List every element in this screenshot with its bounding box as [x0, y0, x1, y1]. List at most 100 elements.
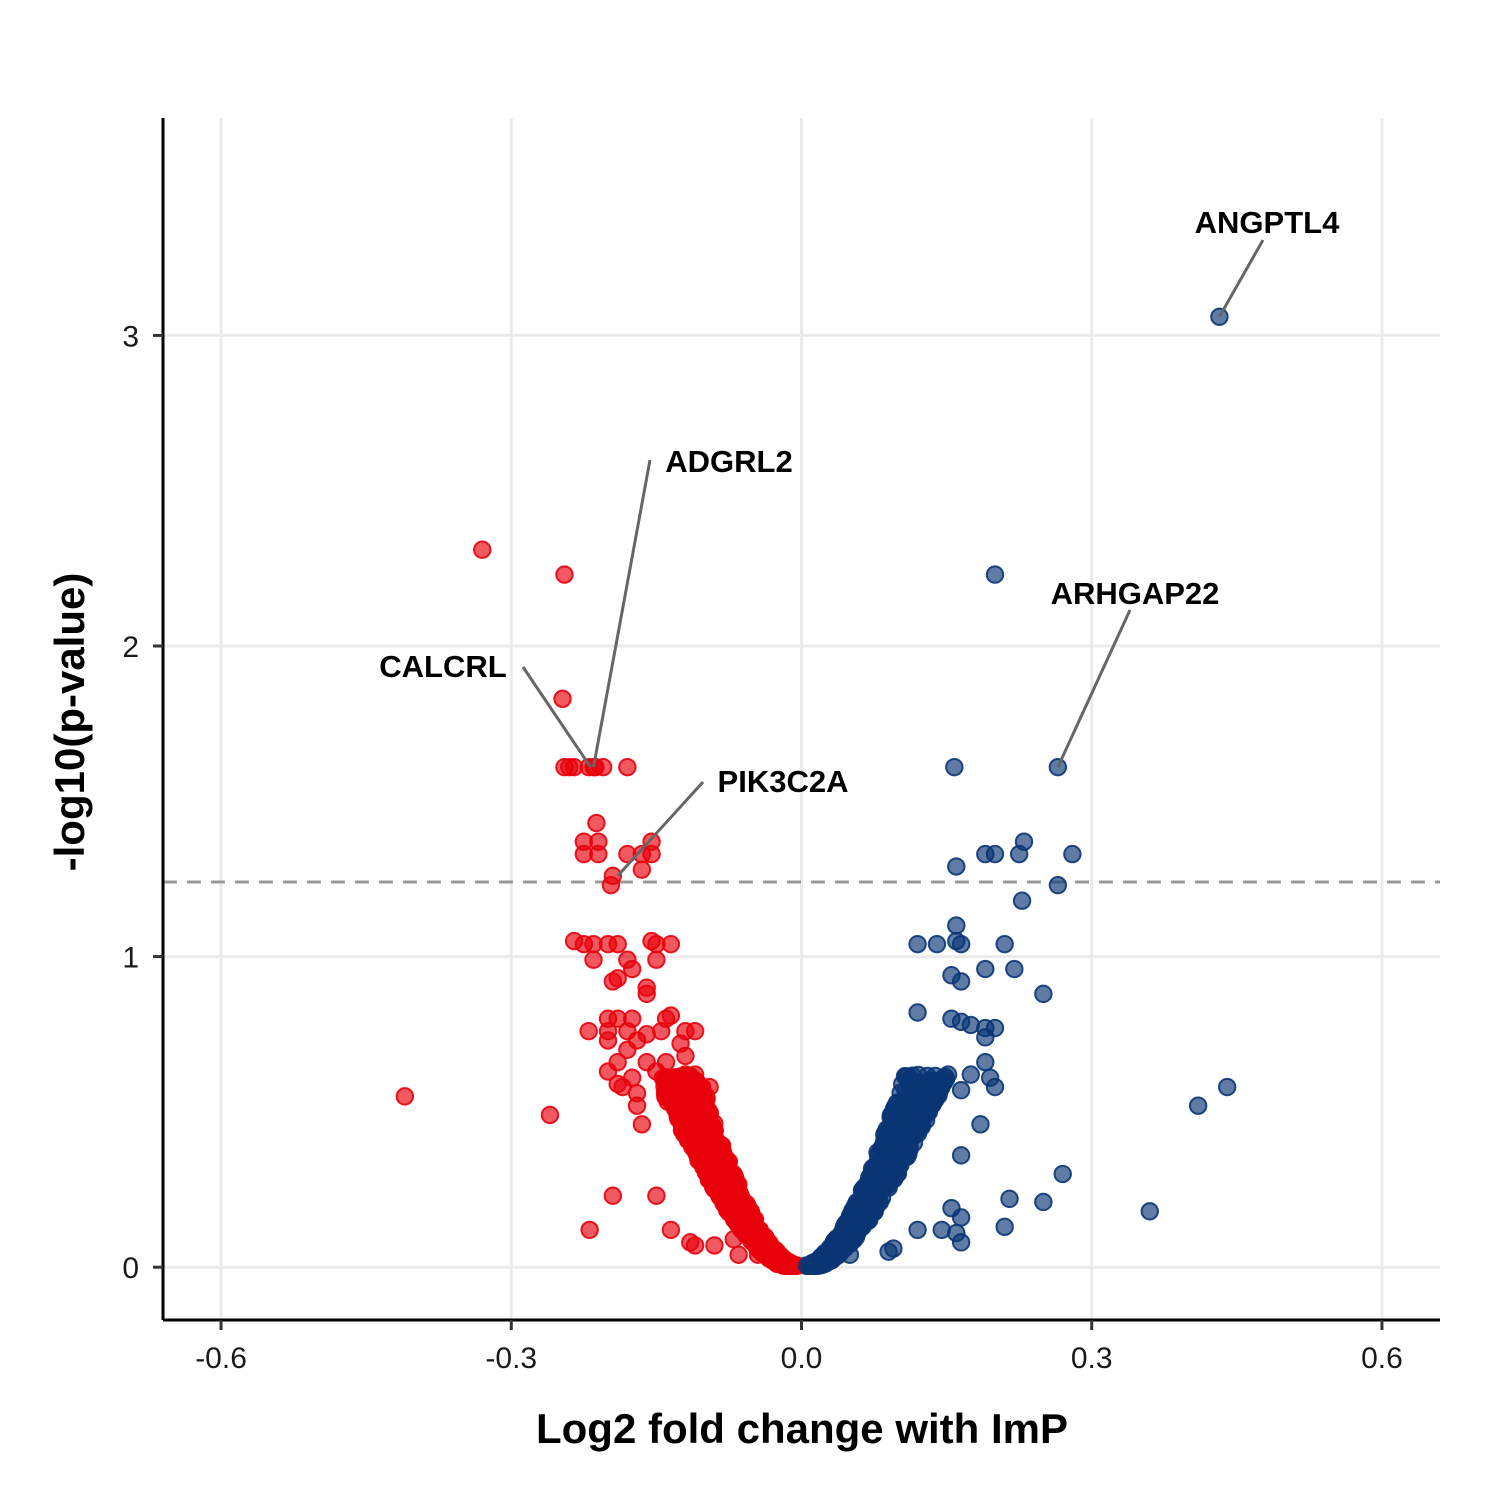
data-point	[951, 934, 971, 954]
data-point	[995, 1217, 1014, 1237]
data-point	[685, 1021, 705, 1041]
data-point	[603, 1186, 623, 1205]
data-point	[647, 1062, 666, 1081]
data-point	[908, 934, 927, 954]
data-point	[685, 1236, 705, 1255]
y-tick-label: 1	[122, 942, 139, 975]
data-point	[652, 1021, 671, 1041]
data-point	[661, 1220, 681, 1240]
data-point	[840, 1245, 860, 1264]
data-point	[608, 1074, 627, 1094]
x-tick-label: 0.3	[1071, 1342, 1113, 1375]
data-point	[976, 844, 995, 864]
data-point	[985, 1077, 1005, 1097]
data-point	[951, 1208, 971, 1227]
y-tick-label: 0	[122, 1252, 139, 1285]
data-point	[584, 950, 603, 969]
data-point	[947, 916, 966, 935]
grid-lines	[163, 118, 1440, 1320]
data-point	[579, 1021, 598, 1041]
data-point	[608, 934, 627, 954]
x-tick-label: -0.6	[195, 1342, 247, 1375]
data-point	[675, 1125, 694, 1144]
data-point	[647, 1186, 666, 1205]
data-point	[976, 1053, 995, 1072]
data-points	[395, 307, 1237, 1275]
data-point	[675, 1099, 694, 1118]
data-point	[685, 1065, 705, 1084]
data-point	[729, 1209, 749, 1228]
annotation-leader-line	[616, 780, 705, 877]
y-tick-label: 2	[122, 631, 139, 664]
data-point	[947, 857, 966, 876]
data-point	[700, 1077, 719, 1097]
x-axis-title: Log2 fold change with ImP	[536, 1405, 1068, 1452]
data-point	[884, 1239, 903, 1258]
data-point	[658, 1092, 677, 1111]
y-tick-label: 3	[122, 320, 139, 353]
data-point	[961, 1065, 980, 1084]
x-tick-label: -0.3	[485, 1342, 537, 1375]
data-point	[908, 1003, 927, 1022]
data-point	[473, 540, 492, 559]
data-point	[895, 1117, 915, 1136]
data-point	[748, 1245, 768, 1264]
x-tick-label: 0.6	[1361, 1342, 1403, 1375]
data-point	[951, 1146, 971, 1165]
data-point	[632, 860, 652, 879]
data-point	[951, 1080, 971, 1100]
data-point	[778, 1252, 798, 1271]
data-point	[676, 1046, 695, 1066]
data-point	[637, 984, 656, 1004]
gene-annotations: ANGPTL4 ADGRL2 CALCRL ARHGAP22 PIK3C2A	[379, 205, 1340, 877]
data-point	[1034, 1192, 1053, 1212]
data-point	[976, 1028, 995, 1047]
annotation-leader-line	[521, 666, 592, 768]
data-point	[927, 934, 947, 954]
data-point	[902, 1071, 921, 1091]
data-point	[729, 1245, 748, 1264]
data-point	[623, 959, 642, 979]
data-point	[857, 1199, 876, 1219]
data-point	[553, 689, 572, 709]
data-point	[1000, 1189, 1019, 1209]
data-point	[601, 875, 621, 895]
data-point	[724, 1230, 743, 1249]
data-point	[869, 1155, 889, 1174]
gene-label: CALCRL	[379, 649, 506, 684]
gene-label: ARHGAP22	[1051, 576, 1220, 611]
data-point	[869, 1171, 888, 1190]
data-point	[708, 1132, 727, 1151]
data-point	[705, 1236, 724, 1255]
data-point	[587, 813, 606, 833]
data-point	[642, 844, 661, 864]
data-point	[951, 972, 971, 991]
data-point	[589, 844, 608, 864]
data-point	[627, 1096, 647, 1115]
data-point	[1063, 844, 1082, 864]
annotation-leader-line	[1218, 239, 1265, 318]
data-point	[976, 959, 995, 979]
data-point	[1140, 1202, 1159, 1221]
data-point	[918, 1081, 937, 1100]
data-point	[719, 1190, 738, 1210]
data-point	[995, 934, 1014, 954]
data-point	[1217, 1077, 1237, 1097]
data-point	[1034, 984, 1053, 1004]
data-point	[725, 1168, 745, 1187]
data-point	[685, 1140, 705, 1160]
data-point	[881, 1145, 900, 1164]
gene-label: PIK3C2A	[718, 764, 849, 799]
data-point	[1012, 891, 1032, 910]
data-point	[985, 565, 1005, 584]
data-point	[395, 1087, 415, 1106]
data-point	[632, 1115, 652, 1134]
y-axis-title: -log10(p-value)	[46, 573, 93, 872]
data-point	[593, 757, 613, 777]
data-point	[580, 1220, 599, 1240]
data-point	[661, 934, 681, 954]
data-point	[804, 1256, 824, 1275]
data-point	[661, 1006, 681, 1025]
data-point	[895, 1098, 915, 1117]
